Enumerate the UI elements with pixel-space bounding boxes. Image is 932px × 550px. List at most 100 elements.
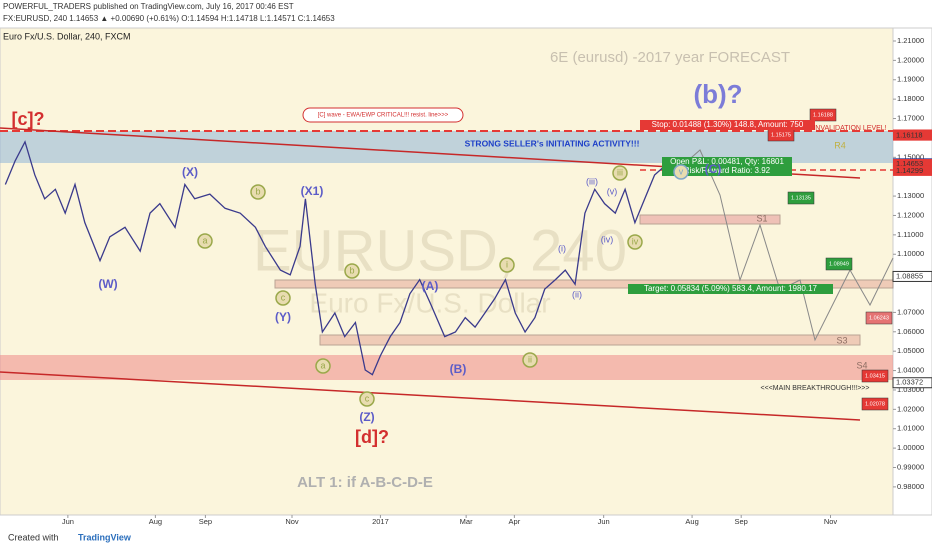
small-tag-label: 1.02078: [865, 401, 885, 407]
annotation: STRONG SELLER's INITIATING ACTIVITY!!!: [465, 138, 640, 148]
price-tag-label: 1.16118: [896, 131, 923, 140]
s1-box: [639, 214, 781, 225]
x-tick-label: Sep: [199, 517, 212, 526]
annotation: S1: [756, 213, 767, 223]
wave-circle: [359, 391, 375, 407]
small-tag: [865, 311, 893, 325]
annotation: [C] wave - EWA/EWP CRITICAL!!! resist. l…: [318, 113, 449, 119]
annotation: c: [281, 292, 286, 302]
x-tick-label: Jun: [62, 517, 74, 526]
price-tag-label: 1.14299: [896, 166, 923, 175]
y-tick-label: 1.05000: [897, 346, 924, 355]
position-box: [662, 157, 792, 167]
annotation: INVALIDATION LEVEL!: [813, 125, 886, 132]
wave-circle: [275, 290, 291, 306]
small-tag: [861, 397, 889, 411]
annotation: (iv): [601, 234, 614, 244]
small-tag-label: 1.03415: [865, 373, 885, 379]
annotation: S4: [856, 360, 867, 370]
chart-title: Euro Fx/U.S. Dollar, 240, FXCM: [3, 31, 131, 41]
x-tick-label: 2017: [372, 517, 389, 526]
mid-box: [274, 279, 894, 289]
y-tick-label: 0.98000: [897, 482, 924, 491]
annotation: (Z): [359, 410, 374, 424]
price-tag-label: 1.14653: [896, 159, 923, 168]
y-tick-label: 1.20000: [897, 55, 924, 64]
x-tick-label: Aug: [685, 517, 698, 526]
y-tick-label: 1.00000: [897, 443, 924, 452]
annotation: (ii): [572, 289, 582, 299]
x-tick-label: Nov: [285, 517, 299, 526]
annotation: (B): [450, 362, 467, 376]
y-tick-label: 1.07000: [897, 307, 924, 316]
y-tick-label: 1.12000: [897, 210, 924, 219]
annotation: <<<MAIN BREAKTHROUGH!!!>>>: [761, 385, 870, 392]
x-tick-label: Nov: [824, 517, 838, 526]
y-tick-label: 1.13000: [897, 191, 924, 200]
y-tick-label: 1.03000: [897, 385, 924, 394]
annotation: (A): [422, 279, 439, 293]
y-tick-label: 1.06000: [897, 327, 924, 336]
small-tag: [809, 108, 837, 122]
position-box: [628, 284, 833, 294]
wave-circle: [673, 164, 689, 180]
small-tag-label: 1.13135: [791, 195, 811, 201]
callout: [302, 107, 464, 123]
wave-circle: [315, 358, 331, 374]
header-symbol: FX:EURUSD, 240 1.14653 ▲ +0.00690 (+0.61…: [3, 14, 335, 23]
subtitle: 6E (eurusd) -2017 year FORECAST: [550, 49, 790, 66]
y-tick-label: 1.10000: [897, 249, 924, 258]
annotation: iii: [617, 167, 623, 177]
position-label: Stop: 0.01488 (1.30%) 148.8, Amount: 750: [652, 120, 804, 129]
y-tick-label: 1.04000: [897, 366, 924, 375]
price-tag: [893, 159, 932, 170]
y-tick-label: 1.21000: [897, 36, 924, 45]
wave-circle: [344, 263, 360, 279]
annotation: a: [320, 360, 325, 370]
annotation: ALT 1: if A-B-C-D-E: [297, 474, 433, 491]
y-tick-label: 1.02000: [897, 404, 924, 413]
annotation: (W): [98, 277, 117, 291]
small-tag-label: 1.08949: [829, 261, 849, 267]
y-tick-label: 1.17000: [897, 114, 924, 123]
annotation: R4: [834, 140, 846, 150]
y-tick-label: 1.01000: [897, 424, 924, 433]
price-tag-label: 1.03372: [896, 378, 923, 387]
x-tick-label: Aug: [149, 517, 162, 526]
annotation: b: [255, 186, 260, 196]
small-tag-label: 1.16188: [813, 112, 833, 118]
annotation: b: [349, 265, 354, 275]
y-tick-label: 1.19000: [897, 75, 924, 84]
price-tag: [892, 377, 932, 389]
y-tick-label: 1.15000: [897, 152, 924, 161]
wave-circle: [197, 233, 213, 249]
annotation: (C): [705, 162, 722, 176]
annotation: [c]?: [12, 109, 45, 129]
price-line: [4, 140, 676, 376]
wave-circle: [499, 257, 515, 273]
position-box: [662, 166, 792, 176]
small-tag: [787, 191, 815, 205]
support-zone: [0, 355, 893, 380]
annotation: (Y): [275, 310, 291, 324]
y-tick-label: 1.18000: [897, 94, 924, 103]
x-tick-label: Mar: [460, 517, 473, 526]
wave-circle: [522, 352, 538, 368]
price-tag-label: 1.08855: [896, 271, 923, 280]
wave-circle: [250, 184, 266, 200]
annotation: (b)?: [693, 79, 742, 109]
position-label: Target: 0.05834 (5.09%) 583.4, Amount: 1…: [644, 284, 818, 293]
position-label: Risk/Reward Ratio: 3.92: [684, 166, 771, 175]
s3-box: [319, 334, 861, 346]
annotation: i: [506, 259, 508, 269]
annotation: ii: [528, 354, 532, 364]
wave-circle: [612, 165, 628, 181]
annotation: a: [202, 235, 207, 245]
small-tag-label: 1.06243: [869, 315, 889, 321]
annotation: v: [679, 166, 684, 176]
small-tag: [825, 257, 853, 271]
y-tick-label: 0.99000: [897, 462, 924, 471]
y-tick-label: 1.11000: [897, 230, 924, 239]
annotation: (X): [182, 165, 198, 179]
